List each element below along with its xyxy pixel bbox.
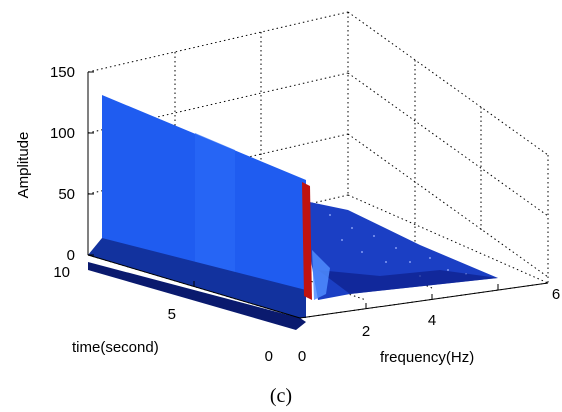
surface-ridge-base [88,238,306,318]
freq-tick-2: 2 [362,323,370,340]
freq-tick-0: 0 [298,348,306,365]
z-tick-50: 50 [58,186,75,203]
surface-floor-shade [318,270,498,294]
time-tick-10: 10 [53,264,70,281]
time-axis-label: time(second) [72,339,159,356]
surface-peak [302,182,312,300]
surface-peak-edge [312,250,330,300]
z-tick-0: 0 [67,247,75,264]
time-tick-0: 0 [265,348,273,365]
figure-caption: (c) [270,385,292,407]
z-tick-100: 100 [50,125,75,142]
axis-ticks [88,71,499,309]
z-axis-label: Amplitude [15,132,32,199]
freq-tick-6: 6 [552,286,560,303]
surface-noise [329,214,467,277]
frequency-axis-label: frequency(Hz) [380,349,474,366]
z-tick-150: 150 [50,64,75,81]
surface-ridge-base-dark [88,262,306,330]
surface-ridge-band [195,133,235,280]
time-tick-5: 5 [168,306,176,323]
freq-tick-4: 4 [428,312,436,329]
